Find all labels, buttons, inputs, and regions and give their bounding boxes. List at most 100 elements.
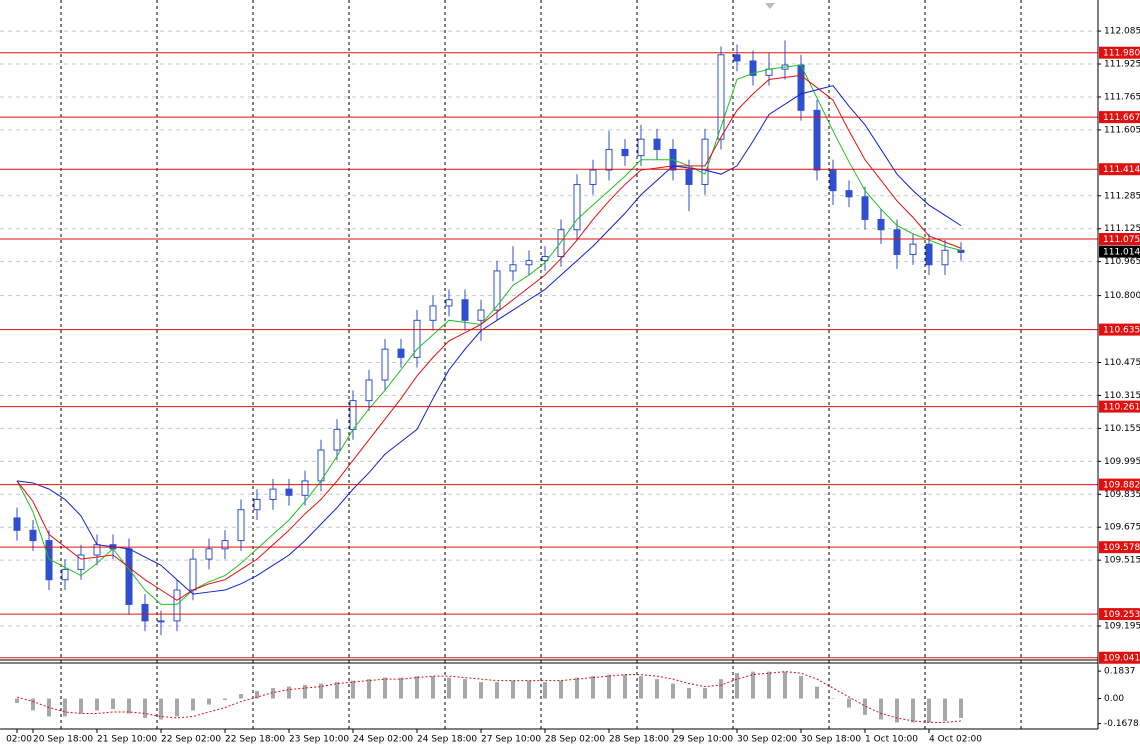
candle-body — [13, 517, 21, 531]
candle-body — [685, 169, 693, 185]
histogram-bar — [431, 676, 435, 699]
level-label: 109.041 — [1103, 654, 1140, 664]
histogram-bar — [943, 698, 947, 721]
histogram-bar — [143, 698, 147, 718]
candle-body — [909, 243, 917, 255]
candle-body — [221, 540, 229, 550]
candle-body — [445, 299, 453, 307]
histogram-bar — [271, 688, 275, 699]
price-panel — [0, 40, 1098, 659]
candle-body — [301, 480, 309, 496]
histogram-bar — [511, 680, 515, 699]
candle-body — [861, 196, 869, 220]
histogram-bar — [175, 698, 179, 717]
candle-body — [349, 400, 357, 430]
y-tick-label: -0.1678 — [1104, 719, 1139, 729]
level-label-box — [1099, 478, 1140, 491]
level-label: 109.253 — [1103, 610, 1140, 620]
x-tick-label: 28 Sep 02:00 — [545, 735, 605, 745]
candle-body — [813, 109, 821, 171]
moving-average — [16, 85, 962, 595]
histogram-bar — [335, 682, 339, 699]
x-tick-label: 27 Sep 10:00 — [481, 735, 541, 745]
candle-body — [925, 243, 933, 266]
x-tick-label: 23 Sep 10:00 — [289, 735, 349, 745]
histogram-bar — [783, 671, 787, 699]
histogram-bar — [639, 676, 643, 699]
candle-body — [317, 449, 325, 482]
histogram-bar — [575, 677, 579, 699]
candle-body — [621, 148, 629, 157]
x-tick-label: 28 Sep 18:00 — [609, 735, 669, 745]
histogram-bar — [927, 698, 931, 723]
candle-body — [749, 60, 757, 76]
histogram-bar — [911, 698, 915, 723]
histogram-bar — [79, 698, 83, 714]
candle-body — [125, 548, 133, 605]
level-label-box — [1099, 651, 1140, 664]
level-label-box — [1099, 608, 1140, 621]
histogram-bar — [719, 679, 723, 699]
histogram-bar — [831, 698, 835, 700]
y-tick-label: 109.995 — [1104, 457, 1140, 467]
candle-body — [413, 319, 421, 358]
y-tick-label: 110.475 — [1104, 358, 1140, 368]
histogram-bar — [415, 676, 419, 699]
y-tick-label: 111.125 — [1104, 224, 1140, 234]
histogram-bar — [751, 671, 755, 699]
level-label: 111.980 — [1103, 49, 1140, 59]
level-label-box — [1099, 163, 1140, 176]
y-tick-label: 111.605 — [1104, 125, 1140, 135]
level-label-box — [1099, 233, 1140, 246]
histogram-bar — [287, 686, 291, 699]
candle-body — [829, 169, 837, 192]
candle-body — [509, 264, 517, 272]
candle-body — [429, 305, 437, 321]
candle-body — [941, 249, 949, 266]
y-tick-label: 110.155 — [1104, 424, 1140, 434]
histogram-bar — [623, 674, 627, 699]
histogram-bar — [31, 698, 35, 711]
oscillator-panel — [15, 671, 963, 723]
candle-body — [157, 620, 165, 623]
axis-layer: 112.085 111.925 111.765 111.605 111.285 111.1… — [6, 27, 1140, 745]
histogram-bar — [799, 676, 803, 699]
candle-body — [637, 138, 645, 157]
y-tick-label: 109.835 — [1104, 490, 1140, 500]
candle-body — [381, 348, 389, 381]
candle-body — [701, 138, 709, 185]
y-tick-label: 110.315 — [1104, 391, 1140, 401]
histogram-bar — [447, 677, 451, 699]
shift-marker — [765, 3, 775, 9]
y-tick-label: 0.00 — [1104, 694, 1124, 704]
histogram-bar — [159, 698, 163, 720]
x-tick-label: 24 Sep 02:00 — [353, 735, 413, 745]
histogram-bar — [111, 698, 115, 709]
candle-body — [877, 218, 885, 231]
level-label-box — [1099, 400, 1140, 413]
histogram-bar — [959, 698, 963, 718]
histogram-bar — [671, 683, 675, 699]
y-tick-label: 110.965 — [1104, 257, 1140, 267]
histogram-bar — [879, 698, 883, 720]
x-tick-label: 24 Sep 18:00 — [417, 735, 477, 745]
candle-body — [285, 488, 293, 496]
histogram-bar — [95, 698, 99, 711]
candle-body — [61, 568, 69, 581]
x-tick-label: 30 Sep 18:00 — [801, 735, 861, 745]
histogram-bar — [767, 671, 771, 699]
candle-body — [189, 558, 197, 591]
candle-body — [525, 260, 533, 266]
histogram-bar — [559, 680, 563, 699]
candle-body — [29, 529, 37, 542]
histogram-bar — [351, 680, 355, 699]
level-label-box — [1099, 111, 1140, 124]
y-tick-label: 109.675 — [1104, 523, 1140, 533]
histogram-bar — [703, 688, 707, 699]
histogram-bar — [127, 698, 131, 714]
candle-body — [557, 229, 565, 258]
y-tick-label: 109.195 — [1104, 622, 1140, 632]
histogram-bar — [687, 688, 691, 699]
x-tick-label: 1 Oct 10:00 — [865, 735, 918, 745]
